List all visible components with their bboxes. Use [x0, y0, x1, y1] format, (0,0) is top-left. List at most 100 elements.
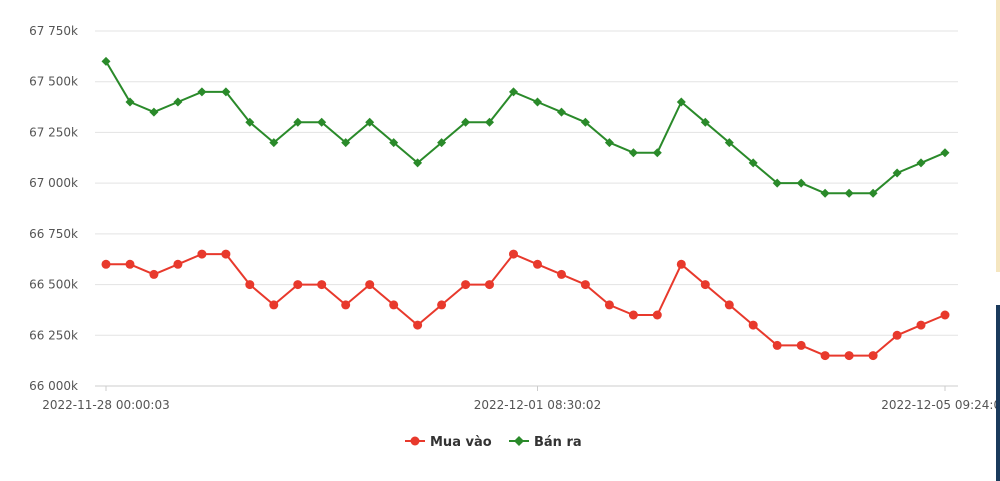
data-point[interactable]: [557, 269, 566, 279]
data-point[interactable]: [509, 87, 518, 97]
data-point[interactable]: [149, 107, 159, 117]
data-point[interactable]: [197, 87, 207, 97]
legend-label-mua-vao: Mua vào: [430, 435, 492, 450]
legend-marker-ban-ra: [514, 436, 524, 446]
data-point[interactable]: [101, 56, 111, 66]
data-point[interactable]: [485, 117, 494, 127]
data-point[interactable]: [604, 138, 614, 148]
data-point[interactable]: [700, 117, 710, 127]
series-line: [105, 60, 946, 195]
data-point[interactable]: [844, 188, 854, 198]
data-point[interactable]: [101, 259, 111, 269]
data-point[interactable]: [844, 351, 854, 361]
data-point[interactable]: [389, 300, 399, 310]
data-point[interactable]: [317, 117, 327, 127]
data-point[interactable]: [341, 300, 351, 310]
data-point[interactable]: [724, 138, 734, 148]
x-tick-label: 2022-12-05 09:24:02: [881, 398, 1000, 412]
data-point[interactable]: [940, 310, 950, 320]
y-tick-label: 67 250k: [29, 125, 78, 139]
y-tick-label: 66 000k: [29, 379, 78, 393]
data-point[interactable]: [293, 117, 303, 127]
data-point[interactable]: [580, 280, 590, 290]
y-tick-label: 67 750k: [29, 24, 78, 38]
data-point[interactable]: [676, 259, 686, 269]
data-point[interactable]: [533, 259, 542, 269]
x-tick-label: 2022-12-01 08:30:02: [474, 398, 601, 412]
right-edge-strip-bottom: [996, 305, 1000, 481]
data-point[interactable]: [868, 351, 878, 361]
data-point[interactable]: [317, 280, 327, 290]
data-point[interactable]: [700, 280, 710, 290]
y-tick-label: 66 500k: [29, 278, 78, 292]
data-point[interactable]: [149, 269, 159, 279]
data-point[interactable]: [269, 138, 279, 148]
data-point[interactable]: [461, 280, 471, 290]
y-axis-tick-labels: 66 000k 66 250k 66 500k 66 750k 67 000k 67 25…: [29, 24, 78, 393]
data-point[interactable]: [676, 97, 686, 107]
data-point[interactable]: [221, 87, 231, 97]
data-point[interactable]: [892, 168, 902, 178]
data-point[interactable]: [748, 320, 758, 330]
legend-marker-mua-vao: [410, 436, 420, 446]
data-point[interactable]: [628, 148, 638, 158]
x-tick-label: 2022-11-28 00:00:03: [42, 398, 169, 412]
data-point[interactable]: [197, 249, 207, 259]
data-point[interactable]: [413, 158, 423, 168]
data-point[interactable]: [796, 340, 806, 350]
data-point[interactable]: [365, 117, 375, 127]
legend: Mua vào Bán ra: [405, 435, 582, 450]
data-point[interactable]: [341, 138, 351, 148]
data-point[interactable]: [652, 310, 662, 320]
data-point[interactable]: [173, 97, 183, 107]
data-point[interactable]: [652, 148, 662, 158]
data-point[interactable]: [125, 97, 135, 107]
data-point[interactable]: [293, 280, 303, 290]
data-point[interactable]: [580, 117, 590, 127]
data-point[interactable]: [868, 188, 878, 198]
data-point[interactable]: [916, 320, 926, 330]
data-point[interactable]: [509, 249, 518, 259]
data-point[interactable]: [245, 280, 255, 290]
data-point[interactable]: [437, 300, 447, 310]
data-point[interactable]: [269, 300, 279, 310]
x-axis-tick-labels: 2022-11-28 00:00:03 2022-12-01 08:30:02 20…: [42, 386, 1000, 412]
data-point[interactable]: [245, 117, 255, 127]
data-point[interactable]: [796, 178, 806, 188]
y-tick-label: 67 000k: [29, 176, 78, 190]
data-point[interactable]: [461, 117, 471, 127]
data-point[interactable]: [724, 300, 734, 310]
y-tick-label: 66 250k: [29, 328, 78, 342]
series-layer: [101, 56, 950, 361]
legend-label-ban-ra: Bán ra: [534, 435, 582, 450]
data-point[interactable]: [533, 97, 542, 107]
data-point[interactable]: [437, 138, 447, 148]
data-point[interactable]: [820, 188, 830, 198]
series-mua-vao: [101, 249, 950, 361]
data-point[interactable]: [485, 280, 494, 290]
data-point[interactable]: [916, 158, 926, 168]
y-tick-label: 66 750k: [29, 227, 78, 241]
series-line: [106, 253, 946, 357]
data-point[interactable]: [221, 249, 231, 259]
y-tick-label: 67 500k: [29, 75, 78, 89]
legend-item-mua-vao[interactable]: Mua vào: [405, 435, 492, 450]
data-point[interactable]: [557, 107, 566, 117]
data-point[interactable]: [173, 259, 183, 269]
data-point[interactable]: [772, 178, 782, 188]
legend-item-ban-ra[interactable]: Bán ra: [509, 435, 582, 450]
data-point[interactable]: [604, 300, 614, 310]
data-point[interactable]: [125, 259, 135, 269]
data-point[interactable]: [389, 138, 399, 148]
series-ban-ra: [101, 56, 950, 198]
data-point[interactable]: [628, 310, 638, 320]
data-point[interactable]: [892, 330, 902, 340]
data-point[interactable]: [772, 340, 782, 350]
data-point[interactable]: [365, 280, 375, 290]
right-edge-strip-top: [996, 0, 1000, 272]
data-point[interactable]: [413, 320, 423, 330]
data-point[interactable]: [820, 351, 830, 361]
data-point[interactable]: [748, 158, 758, 168]
data-point[interactable]: [940, 148, 950, 158]
